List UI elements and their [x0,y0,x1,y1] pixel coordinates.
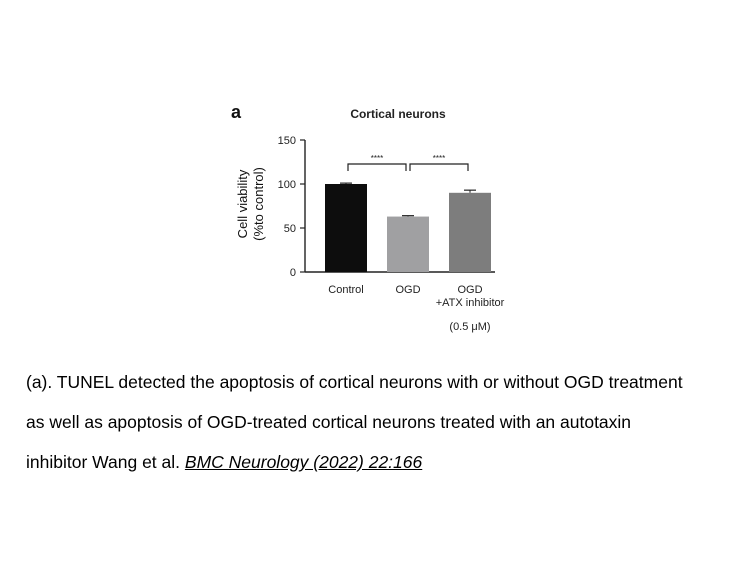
significance-label: **** [371,154,383,163]
bar [387,216,429,272]
y-axis-label-line1: Cell viability [235,169,250,238]
x-tick-label: OGD [457,284,482,296]
caption-line-3: inhibitor Wang et al. BMC Neurology (202… [26,452,422,473]
dose-note: (0.5 μM) [449,321,490,333]
significance-brackets: **** **** [347,154,469,171]
citation-link[interactable]: BMC Neurology (2022) 22:166 [184,452,423,472]
significance-label: **** [433,154,445,163]
x-tick-sublabel: +ATX inhibitor [436,297,505,309]
significance-bracket [409,163,469,171]
y-axis-label-line2: (%to control) [251,167,266,241]
chart-title: Cortical neurons [350,107,446,121]
y-tick-label: 0 [290,267,296,279]
bar-chart: a Cortical neurons Cell viability (%to c… [231,102,505,333]
x-tick-label: Control [328,284,363,296]
caption-prefix: inhibitor Wang et al. [26,452,185,472]
y-tick-label: 150 [278,135,296,147]
caption-line-1: (a). TUNEL detected the apoptosis of cor… [26,372,683,392]
chart-figure: a Cortical neurons Cell viability (%to c… [231,102,505,333]
x-axis-labels: Control OGD OGD+ATX inhibitor [328,284,504,309]
significance-bracket [347,163,407,171]
caption-line-2: as well as apoptosis of OGD-treated cort… [26,412,632,432]
panel-label: a [231,102,242,122]
x-tick-label: OGD [395,284,420,296]
y-tick-label: 50 [284,223,296,235]
bar [325,184,367,272]
bars [325,182,491,272]
y-tick-label: 100 [278,179,296,191]
bar [449,192,491,272]
